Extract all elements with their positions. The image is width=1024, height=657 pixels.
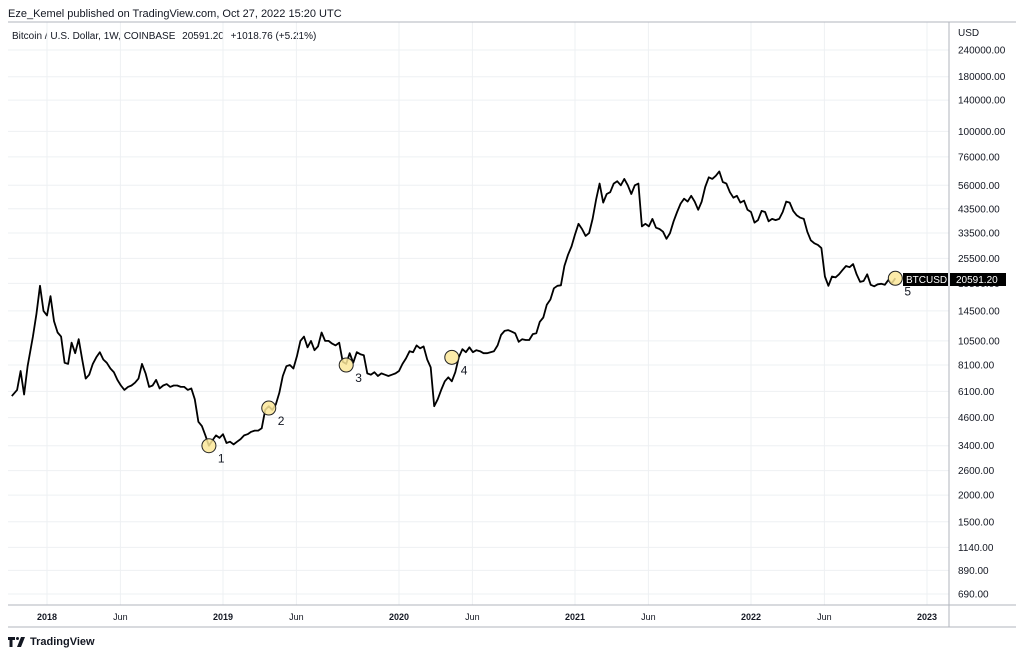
marker-label: 5 xyxy=(904,284,911,298)
marker-label: 2 xyxy=(278,414,285,428)
y-axis-ticks: 240000.00 180000.00 140000.00 100000.00 7600… xyxy=(958,46,1006,601)
x-tick-label: 2022 xyxy=(741,612,761,622)
y-tick-label: 240000.00 xyxy=(958,46,1006,57)
price-series-line xyxy=(11,170,897,447)
x-tick-label: Jun xyxy=(465,612,480,622)
price-tag-symbol-bg xyxy=(903,273,948,286)
marker-circle[interactable] xyxy=(261,400,277,416)
y-tick-label: 3400.00 xyxy=(958,441,995,452)
footer-brand-label: TradingView xyxy=(30,636,95,648)
y-tick-label: 140000.00 xyxy=(958,96,1006,107)
chart-grid xyxy=(8,22,949,605)
marker-circle[interactable] xyxy=(201,438,217,454)
y-tick-label: 100000.00 xyxy=(958,127,1006,138)
published-header: Eze_Kemel published on TradingView.com, … xyxy=(8,8,342,20)
price-tag-symbol: BTCUSD xyxy=(906,275,947,286)
marker-circle[interactable] xyxy=(444,349,460,365)
y-tick-label: 25500.00 xyxy=(958,254,1000,265)
marker-circle[interactable] xyxy=(338,357,354,373)
x-tick-label: Jun xyxy=(289,612,304,622)
x-tick-label: Jun xyxy=(113,612,128,622)
currency-label: USD xyxy=(958,28,979,39)
symbol-legend: Bitcoin / U.S. Dollar, 1W, COINBASE 2059… xyxy=(12,31,320,42)
y-tick-label: 690.00 xyxy=(958,590,989,601)
x-axis-ticks: 2018 Jun 2019 Jun 2020 Jun 2021 Jun 2022 Jun 2023 xyxy=(37,612,937,622)
x-tick-label: Jun xyxy=(641,612,656,622)
marker-circle[interactable] xyxy=(887,270,903,286)
y-tick-label: 1140.00 xyxy=(958,543,994,554)
y-tick-label: 14500.00 xyxy=(958,306,1000,317)
y-tick-label: 43500.00 xyxy=(958,204,1000,215)
y-tick-label: 890.00 xyxy=(958,566,989,577)
footer-brand[interactable]: TradingView xyxy=(8,636,95,648)
price-tag-value-bg xyxy=(950,273,1006,286)
y-tick-label: 180000.00 xyxy=(958,72,1006,83)
y-tick-label: 4600.00 xyxy=(958,413,995,424)
chart-markers: 1 2 3 4 5 xyxy=(201,270,911,466)
marker-label: 3 xyxy=(355,371,362,385)
y-tick-label: 8100.00 xyxy=(958,361,995,372)
last-price: 20591.20 xyxy=(182,31,224,42)
y-tick-label: 33500.00 xyxy=(958,229,1000,240)
y-tick-label: 6100.00 xyxy=(958,387,995,398)
y-tick-label: 56000.00 xyxy=(958,181,1000,192)
price-tag: BTCUSD 20591.20 xyxy=(903,273,1006,286)
y-tick-label: 2000.00 xyxy=(958,491,995,502)
marker-label: 1 xyxy=(218,452,225,466)
tradingview-logo-icon xyxy=(8,637,25,647)
x-tick-label: 2021 xyxy=(565,612,585,622)
y-tick-label: 2600.00 xyxy=(958,466,995,477)
x-tick-label: 2023 xyxy=(917,612,937,622)
x-tick-label: 2020 xyxy=(389,612,409,622)
y-tick-label: 76000.00 xyxy=(958,152,1000,163)
price-change: +1018.76 (+5.21%) xyxy=(230,31,317,42)
x-tick-label: 2019 xyxy=(213,612,233,622)
symbol-description: Bitcoin / U.S. Dollar, 1W, COINBASE xyxy=(12,31,176,42)
x-tick-label: Jun xyxy=(817,612,832,622)
marker-label: 4 xyxy=(461,363,468,377)
y-tick-label: 1500.00 xyxy=(958,517,995,528)
y-tick-label: 10500.00 xyxy=(958,336,1000,347)
price-tag-value: 20591.20 xyxy=(956,275,998,286)
x-tick-label: 2018 xyxy=(37,612,57,622)
